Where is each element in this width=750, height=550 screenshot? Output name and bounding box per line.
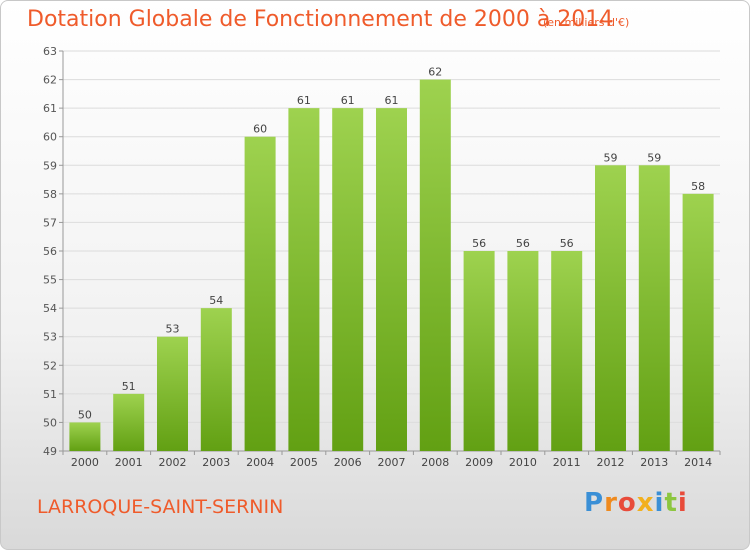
bar-2000 <box>69 422 101 451</box>
proxiti-logo: Proxiti <box>584 488 688 518</box>
y-tick-label: 54 <box>43 302 57 315</box>
bar-2010 <box>507 251 539 451</box>
chart-subtitle: (en milliers d'€) <box>543 16 630 29</box>
x-tick-label-2008: 2008 <box>421 456 449 469</box>
data-labels: 50 51 53 54 60 61 61 61 62 56 56 56 59 59 58 <box>78 66 705 422</box>
data-label-2005: 61 <box>297 94 311 107</box>
data-label-2011: 56 <box>560 237 574 250</box>
bar-2008 <box>419 79 451 452</box>
data-label-2010: 56 <box>516 237 530 250</box>
y-tick-label: 49 <box>43 445 57 458</box>
x-tick-label-2000: 2000 <box>71 456 99 469</box>
y-tick-label: 56 <box>43 245 57 258</box>
bar-2004 <box>244 136 276 451</box>
data-label-2001: 51 <box>122 380 136 393</box>
y-tick-label: 62 <box>43 74 57 87</box>
bar-2014 <box>682 193 714 451</box>
data-label-2007: 61 <box>385 94 399 107</box>
data-label-2012: 59 <box>604 151 618 164</box>
data-label-2008: 62 <box>428 66 442 79</box>
y-tick-label: 55 <box>43 274 57 287</box>
x-tick-label-2009: 2009 <box>465 456 493 469</box>
x-tick-label-2007: 2007 <box>378 456 406 469</box>
x-tick-label-2013: 2013 <box>640 456 668 469</box>
y-tick-label: 58 <box>43 188 57 201</box>
data-label-2000: 50 <box>78 408 92 421</box>
x-tick-label-2006: 2006 <box>334 456 362 469</box>
commune-name: LARROQUE-SAINT-SERNIN <box>37 496 284 518</box>
y-tick-label: 60 <box>43 131 57 144</box>
bar-2011 <box>551 251 583 451</box>
y-tick-label: 59 <box>43 159 57 172</box>
x-tick-label-2002: 2002 <box>159 456 187 469</box>
x-tick-label-2003: 2003 <box>202 456 230 469</box>
bar-2005 <box>288 108 320 452</box>
bar-2006 <box>332 108 364 452</box>
y-tick-label: 53 <box>43 331 57 344</box>
x-tick-label-2012: 2012 <box>597 456 625 469</box>
y-tick-label: 61 <box>43 102 57 115</box>
data-label-2006: 61 <box>341 94 355 107</box>
x-tick-label-2011: 2011 <box>553 456 581 469</box>
y-tick-label: 52 <box>43 359 57 372</box>
bar-2001 <box>113 393 145 451</box>
bar-2003 <box>200 308 232 451</box>
x-tick-label-2014: 2014 <box>684 456 712 469</box>
data-label-2004: 60 <box>253 123 267 136</box>
y-tick-label: 57 <box>43 216 57 229</box>
bar-2012 <box>595 165 626 452</box>
bar-2002 <box>157 336 188 451</box>
bar-2013 <box>638 165 670 452</box>
x-tick-label-2005: 2005 <box>290 456 318 469</box>
x-tick-label-2001: 2001 <box>115 456 143 469</box>
bar-2009 <box>463 251 495 451</box>
x-tick-label-2010: 2010 <box>509 456 537 469</box>
data-label-2009: 56 <box>472 237 486 250</box>
y-tick-label: 51 <box>43 388 57 401</box>
x-tick-label-2004: 2004 <box>246 456 274 469</box>
y-tick-label: 50 <box>43 416 57 429</box>
y-tick-label: 63 <box>43 45 57 58</box>
data-label-2013: 59 <box>647 151 661 164</box>
data-label-2003: 54 <box>209 294 223 307</box>
bar-2007 <box>376 108 407 452</box>
data-label-2014: 58 <box>691 180 705 193</box>
data-label-2002: 53 <box>166 323 180 336</box>
bars <box>69 79 714 452</box>
chart-title: Dotation Globale de Fonctionnement de 20… <box>27 7 614 32</box>
